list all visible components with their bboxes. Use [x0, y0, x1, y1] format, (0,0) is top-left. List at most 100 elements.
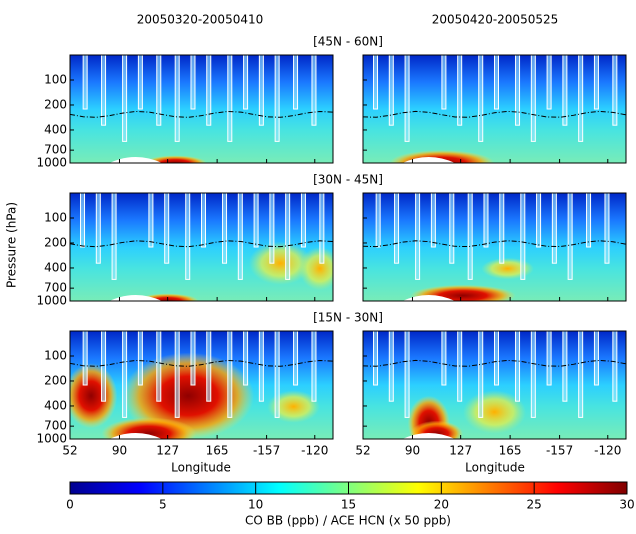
terrain [109, 295, 163, 301]
x-tick-label: 90 [405, 444, 420, 458]
profile-stripe [478, 55, 484, 142]
profile-stripe [593, 331, 599, 386]
terrain [109, 433, 163, 439]
profile-stripe [394, 193, 400, 264]
x-tick-label: 127 [156, 444, 179, 458]
colorbar-tick-label: 10 [248, 498, 263, 512]
y-tick-label: 100 [44, 72, 67, 86]
profile-stripe [467, 193, 473, 280]
profile-stripe [269, 193, 275, 264]
panel-frame [362, 54, 627, 164]
terrain [402, 295, 456, 301]
profile-stripe [494, 331, 499, 386]
profile-stripe [253, 193, 259, 248]
profile-stripe [227, 331, 233, 418]
y-tick-label: 700 [44, 419, 67, 433]
x-tick-label: -157 [546, 444, 573, 458]
profile-stripe [441, 55, 447, 110]
field-blob [122, 352, 255, 439]
profile-stripe [319, 193, 325, 264]
profile-stripe [137, 331, 143, 386]
profile-stripe [530, 331, 536, 418]
profile-stripe [122, 55, 128, 142]
y-tick-label: 100 [44, 348, 67, 362]
profile-stripe [388, 331, 394, 402]
profile-stripe [293, 331, 299, 386]
profile-stripe [293, 55, 299, 110]
profile-stripe [300, 193, 306, 248]
y-tick-label: 400 [44, 260, 67, 274]
profile-stripe [530, 55, 536, 142]
profile-stripe [156, 55, 162, 126]
terrain [402, 433, 456, 439]
profile-stripe [515, 331, 521, 402]
x-tick-label: 127 [449, 444, 472, 458]
y-tick-label: 200 [44, 97, 67, 111]
profile-stripe [536, 193, 542, 248]
profile-stripe [206, 331, 212, 402]
panel [363, 55, 626, 163]
tropopause [70, 110, 333, 118]
colorbar-tick-label: 25 [527, 498, 542, 512]
profile-stripe [578, 331, 584, 418]
panel [363, 331, 626, 439]
profile-stripe [82, 331, 88, 386]
field-blob [70, 363, 118, 429]
profile-stripe [499, 193, 505, 264]
y-tick-label: 400 [44, 122, 67, 136]
column-title: 20050320-20050410 [137, 13, 264, 27]
tropopause [363, 359, 626, 367]
profile-stripe [285, 193, 291, 280]
terrain [109, 157, 163, 163]
profile-stripe [82, 55, 88, 110]
profile-stripe [274, 331, 280, 418]
y-tick-label: 200 [44, 235, 67, 249]
x-tick-label: 165 [499, 444, 522, 458]
y-tick-label: 700 [44, 143, 67, 157]
profile-stripe [206, 55, 212, 126]
panel [363, 193, 626, 301]
row-title: [45N - 60N] [313, 35, 383, 49]
x-tick-label: 52 [355, 444, 370, 458]
field-blob [267, 390, 320, 423]
profile-stripe [101, 331, 107, 402]
x-axis-label: Longitude [171, 461, 231, 475]
tropopause [70, 359, 333, 367]
profile-stripe [430, 193, 436, 248]
field-blob [248, 241, 312, 285]
profile-stripe [478, 331, 484, 418]
profile-stripe [586, 193, 592, 248]
profile-stripe [164, 193, 170, 264]
profile-stripe [388, 55, 394, 126]
panel-frame [69, 54, 334, 164]
x-axis-label: Longitude [465, 461, 525, 475]
profile-stripe [612, 331, 618, 402]
profile-stripe [174, 55, 180, 142]
profile-stripe [415, 193, 421, 280]
profile-stripe [311, 331, 317, 402]
profile-stripe [373, 331, 379, 386]
profile-stripe [156, 331, 162, 402]
colorbar-label: CO BB (ppb) / ACE HCN (x 50 ppb) [245, 514, 451, 528]
profile-stripe [95, 193, 101, 264]
profile-stripe [185, 193, 191, 280]
panel [70, 193, 333, 301]
profile-stripe [190, 331, 196, 386]
profile-stripe [567, 193, 573, 280]
profile-stripe [457, 55, 463, 126]
profile-stripe [190, 55, 196, 110]
panel-frame [362, 192, 627, 302]
profile-stripe [122, 331, 128, 418]
field-blob [101, 417, 197, 439]
profile-stripe [546, 55, 552, 110]
profile-stripe [483, 193, 489, 248]
colorbar-tick-label: 30 [619, 498, 634, 512]
profile-stripe [111, 193, 117, 280]
tropopause [70, 240, 333, 248]
x-tick-label: -120 [301, 444, 328, 458]
panel [70, 331, 333, 439]
field-blob [481, 257, 534, 280]
profile-stripe [578, 55, 584, 142]
profile-stripe [494, 55, 499, 110]
